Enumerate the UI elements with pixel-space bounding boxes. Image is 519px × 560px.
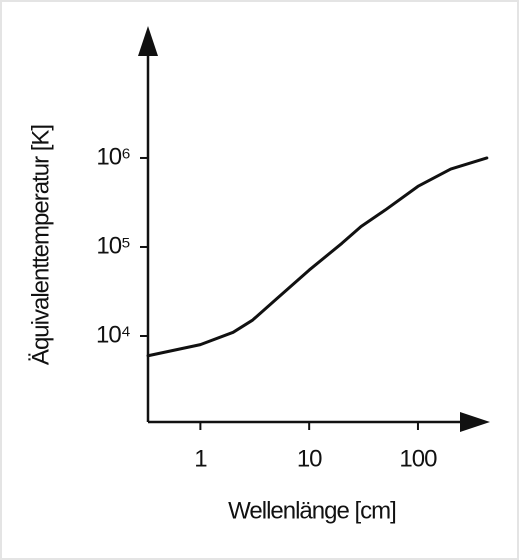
- x-tick-label: 1: [194, 445, 207, 472]
- y-tick-label: 10⁵: [96, 232, 130, 259]
- line: [146, 156, 489, 358]
- y-tick-label: 10⁴: [96, 321, 131, 348]
- x-axis-arrow: [460, 412, 490, 432]
- x-tick-label: 10: [297, 445, 322, 472]
- x-tick-label: 100: [399, 445, 437, 472]
- x-axis-label: Wellenlänge [cm]: [228, 497, 396, 524]
- y-axis-arrow: [138, 26, 158, 56]
- y-tick-label: 10⁶: [96, 143, 130, 170]
- y-axis-label: Äquivalenttemperatur [K]: [27, 125, 54, 365]
